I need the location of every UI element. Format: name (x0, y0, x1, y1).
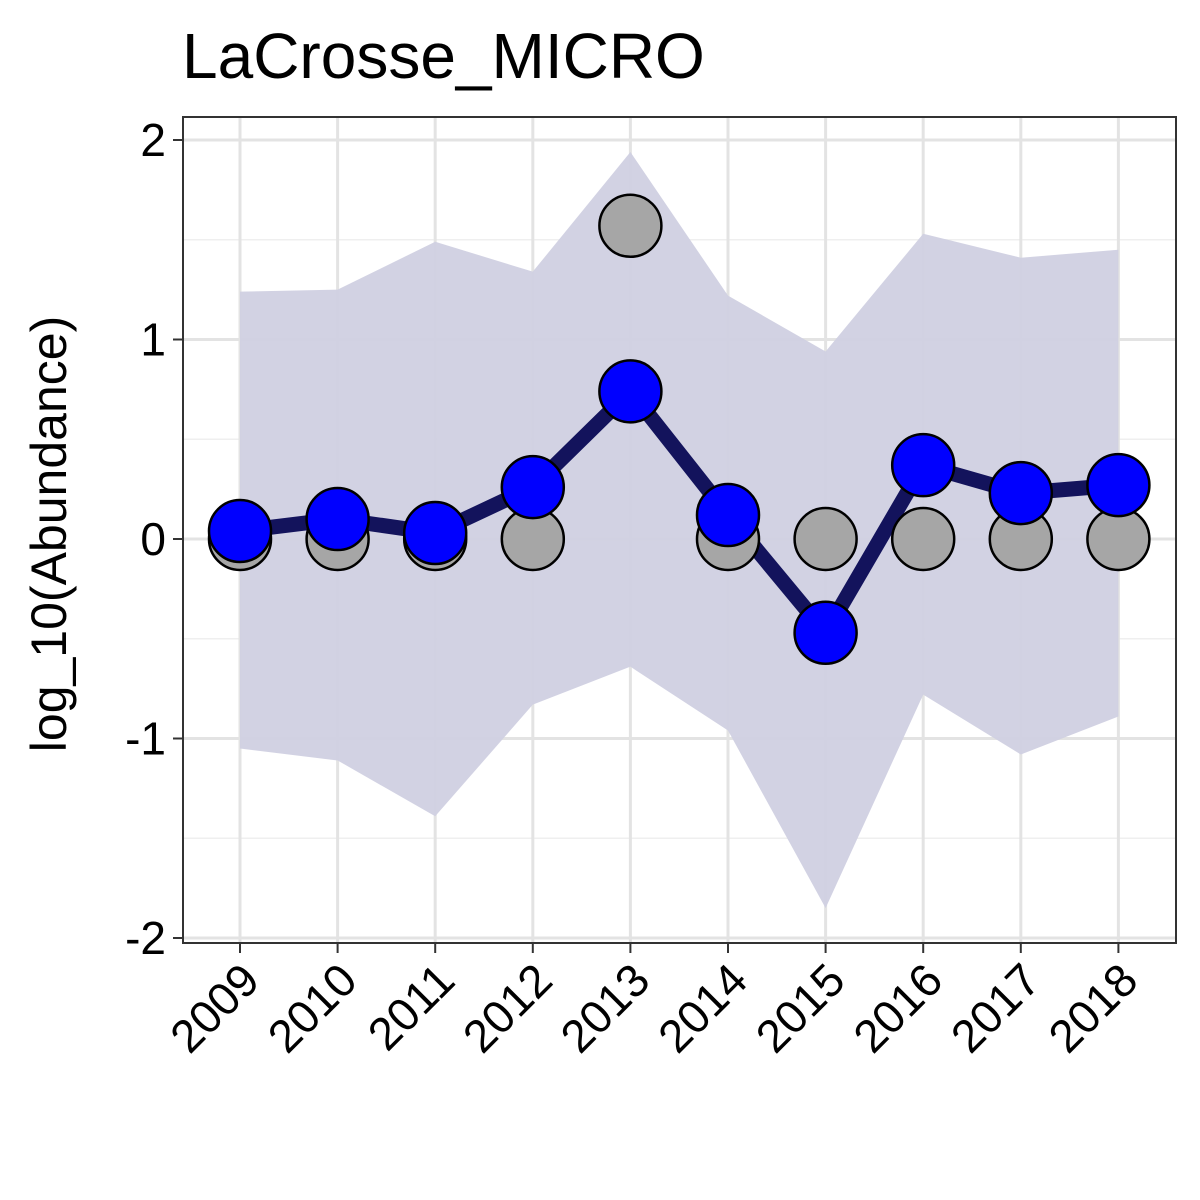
chart-title: LaCrosse_MICRO (182, 20, 705, 92)
y-tick-label: 1 (140, 314, 166, 366)
blue-point (207, 498, 273, 564)
x-tick-label: 2016 (843, 953, 952, 1062)
blue-point (598, 359, 663, 424)
blue-point (1086, 452, 1151, 518)
blue-point (890, 432, 956, 498)
gray-point (793, 506, 858, 572)
confidence-band (240, 151, 1119, 909)
y-axis: 2 1 0 -1 -2 (125, 114, 183, 964)
blue-points-layer (207, 359, 1151, 666)
x-tick-label: 2018 (1038, 953, 1147, 1062)
gray-point (890, 506, 956, 572)
blue-point (793, 600, 858, 666)
x-tick-label: 2012 (453, 953, 562, 1062)
x-tick-label: 2014 (648, 953, 757, 1062)
y-tick-label: -2 (125, 912, 166, 964)
blue-point (402, 500, 468, 566)
blue-point (305, 486, 370, 552)
x-tick-label: 2011 (358, 953, 465, 1060)
plot-panel (182, 116, 1177, 944)
x-tick-label: 2017 (941, 953, 1050, 1062)
blue-point (988, 460, 1054, 526)
x-tick-label: 2015 (746, 953, 855, 1062)
blue-point (695, 482, 761, 548)
y-tick-label: -1 (125, 713, 166, 765)
x-tick-label: 2010 (258, 953, 367, 1062)
gray-point (598, 193, 663, 259)
trend-line (232, 383, 1126, 641)
x-tick-label: 2009 (160, 953, 269, 1062)
y-tick-label: 0 (140, 513, 166, 565)
x-tick-label: 2013 (550, 953, 659, 1062)
panel-border (182, 116, 1177, 944)
y-axis-title: log_10(Abundance) (21, 316, 77, 752)
confidence-band-layer (240, 151, 1119, 909)
blue-point (500, 454, 566, 520)
trend-line-layer (232, 383, 1126, 641)
y-tick-label: 2 (140, 114, 166, 166)
